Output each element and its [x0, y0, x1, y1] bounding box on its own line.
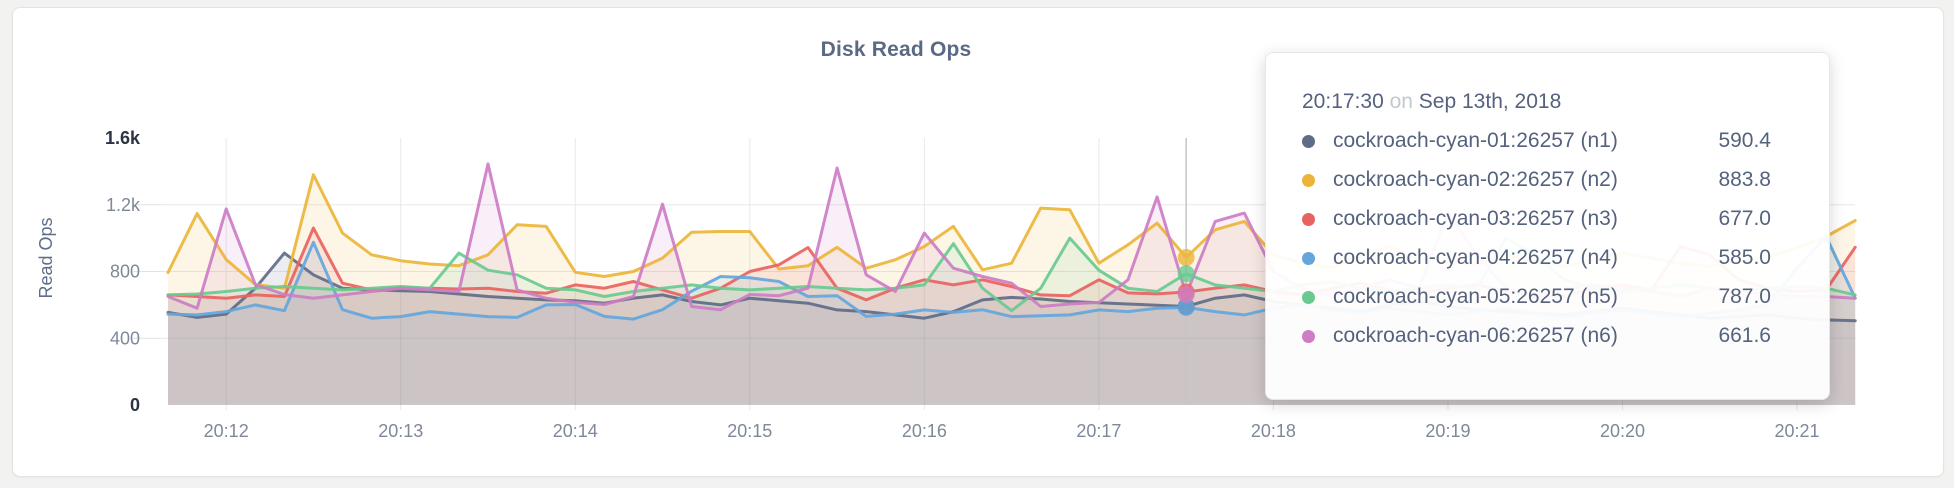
hover-point-n6	[1177, 286, 1195, 304]
tooltip-series-row: cockroach-cyan-02:26257 (n2) 883.8	[1302, 167, 1771, 193]
hover-point-n5	[1177, 265, 1195, 283]
y-axis-tick-label: 1.6k	[105, 128, 141, 148]
series-label: cockroach-cyan-06:26257 (n6)	[1333, 324, 1618, 347]
x-axis-tick-label: 20:18	[1251, 421, 1296, 441]
x-axis-tick-label: 20:19	[1425, 421, 1470, 441]
series-color-dot-icon	[1302, 134, 1315, 148]
series-value: 787.0	[1718, 285, 1771, 308]
tooltip-series-row: cockroach-cyan-06:26257 (n6) 661.6	[1302, 323, 1771, 349]
series-label: cockroach-cyan-03:26257 (n3)	[1333, 207, 1618, 230]
x-axis-tick-label: 20:14	[553, 421, 598, 441]
series-color-dot-icon	[1302, 212, 1315, 226]
tooltip-series-row: cockroach-cyan-03:26257 (n3) 677.0	[1302, 206, 1771, 232]
y-axis-tick-label: 800	[110, 262, 140, 282]
tooltip-series-row: cockroach-cyan-01:26257 (n1) 590.4	[1302, 128, 1771, 154]
series-label: cockroach-cyan-04:26257 (n4)	[1333, 246, 1618, 269]
series-value: 677.0	[1718, 207, 1771, 230]
x-axis-tick-label: 20:17	[1076, 421, 1121, 441]
series-value: 883.8	[1718, 168, 1771, 191]
series-value: 585.0	[1718, 246, 1771, 269]
x-axis-tick-label: 20:15	[727, 421, 772, 441]
tooltip-series-row: cockroach-cyan-04:26257 (n4) 585.0	[1302, 245, 1771, 271]
chart-title: Disk Read Ops	[820, 38, 972, 61]
series-label: cockroach-cyan-02:26257 (n2)	[1333, 168, 1618, 191]
x-axis-tick-label: 20:12	[204, 421, 249, 441]
x-axis-tick-label: 20:13	[378, 421, 423, 441]
series-color-dot-icon	[1302, 329, 1315, 343]
tooltip-on-word: on	[1389, 90, 1413, 113]
tooltip-time: 20:17:30	[1302, 90, 1384, 113]
tooltip-date: Sep 13th, 2018	[1418, 90, 1562, 113]
tooltip-series-row: cockroach-cyan-05:26257 (n5) 787.0	[1302, 284, 1771, 310]
series-label: cockroach-cyan-01:26257 (n1)	[1333, 129, 1618, 152]
series-color-dot-icon	[1302, 290, 1315, 304]
tooltip-rows: cockroach-cyan-01:26257 (n1) 590.4 cockroa…	[1302, 128, 1771, 349]
series-label: cockroach-cyan-05:26257 (n5)	[1333, 285, 1618, 308]
y-axis-tick-label: 400	[110, 328, 140, 348]
hover-point-n2	[1177, 249, 1195, 267]
y-axis-tick-label: 0	[130, 395, 140, 415]
hover-point-n4	[1177, 298, 1195, 316]
series-value: 661.6	[1718, 324, 1771, 347]
y-axis-title: Read Ops	[36, 217, 56, 298]
series-color-dot-icon	[1302, 173, 1315, 187]
tooltip-timestamp: 20:17:30 on Sep 13th, 2018	[1302, 89, 1771, 115]
x-axis-tick-label: 20:21	[1775, 421, 1820, 441]
chart-tooltip: 20:17:30 on Sep 13th, 2018 cockroach-cya…	[1265, 52, 1830, 400]
x-axis-tick-label: 20:20	[1600, 421, 1645, 441]
series-color-dot-icon	[1302, 251, 1315, 265]
y-axis-tick-label: 1.2k	[106, 195, 141, 215]
x-axis-tick-label: 20:16	[902, 421, 947, 441]
series-value: 590.4	[1718, 129, 1771, 152]
